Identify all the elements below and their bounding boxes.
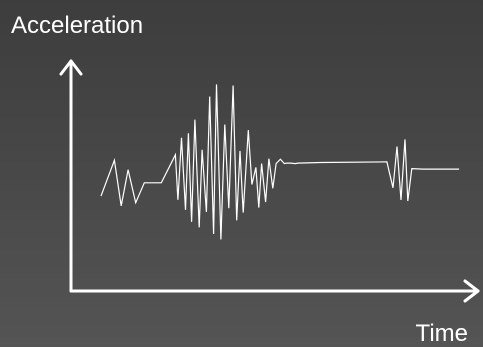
x-axis-arrowhead: [463, 279, 480, 303]
acceleration-series-line: [100, 84, 460, 240]
series-layer: [100, 84, 460, 240]
y-axis-label: Acceleration: [11, 12, 143, 39]
y-axis-arrowhead: [59, 59, 83, 76]
x-axis-label: Time: [416, 320, 468, 347]
